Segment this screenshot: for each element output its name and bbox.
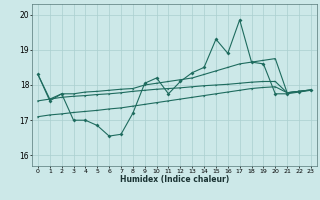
X-axis label: Humidex (Indice chaleur): Humidex (Indice chaleur)	[120, 175, 229, 184]
